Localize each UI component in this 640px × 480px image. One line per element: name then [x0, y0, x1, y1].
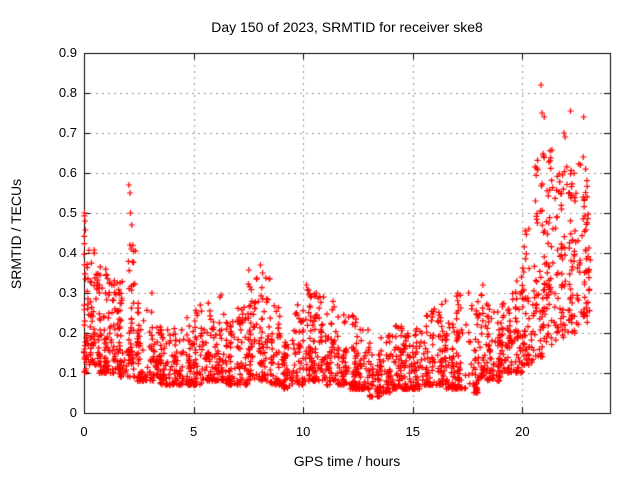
y-tick-label: 0.4: [58, 245, 77, 260]
y-tick-label: 0.1: [58, 365, 77, 380]
y-tick-label: 0.6: [58, 165, 77, 180]
x-tick-label: 0: [80, 424, 88, 439]
y-tick-label: 0: [69, 405, 77, 420]
y-tick-label: 0.8: [58, 85, 77, 100]
x-tick-label: 20: [515, 424, 530, 439]
y-tick-label: 0.9: [58, 45, 77, 60]
y-tick-label: 0.2: [58, 325, 77, 340]
y-axis-label: SRMTID / TECUs: [8, 178, 24, 290]
x-tick-label: 5: [189, 424, 198, 439]
y-tick-label: 0.5: [58, 205, 77, 220]
x-tick-label: 15: [405, 424, 420, 439]
x-tick-label: 10: [295, 424, 311, 439]
y-tick-label: 0.7: [58, 125, 77, 140]
chart-title: Day 150 of 2023, SRMTID for receiver ske…: [211, 19, 483, 35]
y-tick-label: 0.3: [58, 285, 77, 300]
x-axis-label: GPS time / hours: [293, 453, 401, 469]
